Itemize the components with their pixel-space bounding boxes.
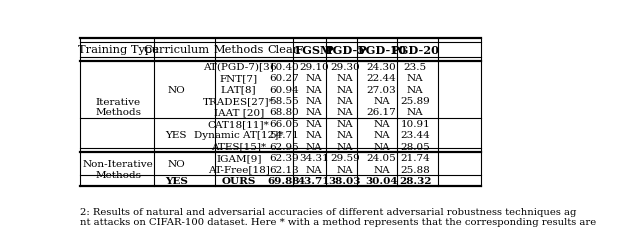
Text: 68.80: 68.80 xyxy=(269,108,299,117)
Text: 29.30: 29.30 xyxy=(330,62,360,72)
Text: NA: NA xyxy=(373,97,390,106)
Text: NA: NA xyxy=(337,119,353,128)
Text: Curriculum: Curriculum xyxy=(143,45,209,55)
Text: PGD-5: PGD-5 xyxy=(324,45,365,56)
Text: Dynamic AT[12]*: Dynamic AT[12]* xyxy=(194,131,284,140)
Text: PGD-20: PGD-20 xyxy=(391,45,440,56)
Text: 25.88: 25.88 xyxy=(401,165,430,174)
Text: NA: NA xyxy=(306,142,323,151)
Text: 54.71: 54.71 xyxy=(269,131,299,140)
Text: 24.05: 24.05 xyxy=(367,153,396,163)
Text: 62.95: 62.95 xyxy=(269,142,299,151)
Text: 28.32: 28.32 xyxy=(399,176,431,185)
Text: Clean: Clean xyxy=(268,45,300,55)
Text: 21.74: 21.74 xyxy=(401,153,430,163)
Text: NA: NA xyxy=(306,85,323,94)
Text: 28.05: 28.05 xyxy=(401,142,430,151)
Text: FNT[7]: FNT[7] xyxy=(220,74,258,83)
Text: NO: NO xyxy=(167,159,185,168)
Text: 30.04: 30.04 xyxy=(365,176,398,185)
Text: CAT18[11]*: CAT18[11]* xyxy=(208,119,269,128)
Text: 66.05: 66.05 xyxy=(269,119,299,128)
Text: YES: YES xyxy=(166,131,187,140)
Text: Non-Iterative
Methods: Non-Iterative Methods xyxy=(83,160,154,179)
Text: NA: NA xyxy=(373,131,390,140)
Text: 69.88: 69.88 xyxy=(268,176,300,185)
Text: YES: YES xyxy=(164,176,188,185)
Text: 62.39: 62.39 xyxy=(269,153,299,163)
Text: 38.03: 38.03 xyxy=(329,176,361,185)
Text: NA: NA xyxy=(407,85,424,94)
Text: NA: NA xyxy=(306,97,323,106)
Text: NA: NA xyxy=(337,85,353,94)
Text: 34.31: 34.31 xyxy=(300,153,329,163)
Text: NA: NA xyxy=(373,142,390,151)
Text: NA: NA xyxy=(306,119,323,128)
Text: NA: NA xyxy=(373,119,390,128)
Text: AT-Free[18]: AT-Free[18] xyxy=(208,165,269,174)
Text: NA: NA xyxy=(337,97,353,106)
Text: 2: Results of natural and adversarial accuracies of different adversarial robust: 2: Results of natural and adversarial ac… xyxy=(80,207,596,226)
Text: NA: NA xyxy=(306,131,323,140)
Text: NA: NA xyxy=(306,165,323,174)
Text: 23.5: 23.5 xyxy=(404,62,427,72)
Text: NO: NO xyxy=(167,85,185,94)
Text: NA: NA xyxy=(337,165,353,174)
Text: Iterative
Methods: Iterative Methods xyxy=(95,97,141,116)
Text: TRADES[27]*: TRADES[27]* xyxy=(203,97,275,106)
Text: 58.55: 58.55 xyxy=(269,97,299,106)
Text: NA: NA xyxy=(337,131,353,140)
Text: AT(PGD-7)[3]: AT(PGD-7)[3] xyxy=(204,62,274,72)
Text: 24.30: 24.30 xyxy=(367,62,396,72)
Text: 43.71: 43.71 xyxy=(298,176,330,185)
Text: NA: NA xyxy=(337,108,353,117)
Text: LAT[8]: LAT[8] xyxy=(221,85,257,94)
Text: 60.40: 60.40 xyxy=(269,62,299,72)
Text: FGSM: FGSM xyxy=(295,45,333,56)
Text: Training Type: Training Type xyxy=(77,45,159,55)
Text: 27.03: 27.03 xyxy=(367,85,396,94)
Text: 62.13: 62.13 xyxy=(269,165,299,174)
Text: NA: NA xyxy=(337,74,353,83)
Text: IAAT [20]: IAAT [20] xyxy=(214,108,264,117)
Text: 60.27: 60.27 xyxy=(269,74,299,83)
Text: 10.91: 10.91 xyxy=(401,119,430,128)
Text: IGAM[9]: IGAM[9] xyxy=(216,153,262,163)
Text: 60.94: 60.94 xyxy=(269,85,299,94)
Text: 29.59: 29.59 xyxy=(330,153,360,163)
Text: 23.44: 23.44 xyxy=(401,131,430,140)
Text: NA: NA xyxy=(306,74,323,83)
Text: ATES[15]*: ATES[15]* xyxy=(211,142,266,151)
Text: NA: NA xyxy=(407,108,424,117)
Text: 22.44: 22.44 xyxy=(367,74,396,83)
Text: 25.89: 25.89 xyxy=(401,97,430,106)
Text: OURS: OURS xyxy=(221,176,256,185)
Text: PGD-10: PGD-10 xyxy=(357,45,406,56)
Text: NA: NA xyxy=(373,165,390,174)
Text: NA: NA xyxy=(337,142,353,151)
Text: 29.10: 29.10 xyxy=(300,62,329,72)
Text: NA: NA xyxy=(306,108,323,117)
Text: 26.17: 26.17 xyxy=(367,108,396,117)
Text: Methods: Methods xyxy=(214,45,264,55)
Text: NA: NA xyxy=(407,74,424,83)
